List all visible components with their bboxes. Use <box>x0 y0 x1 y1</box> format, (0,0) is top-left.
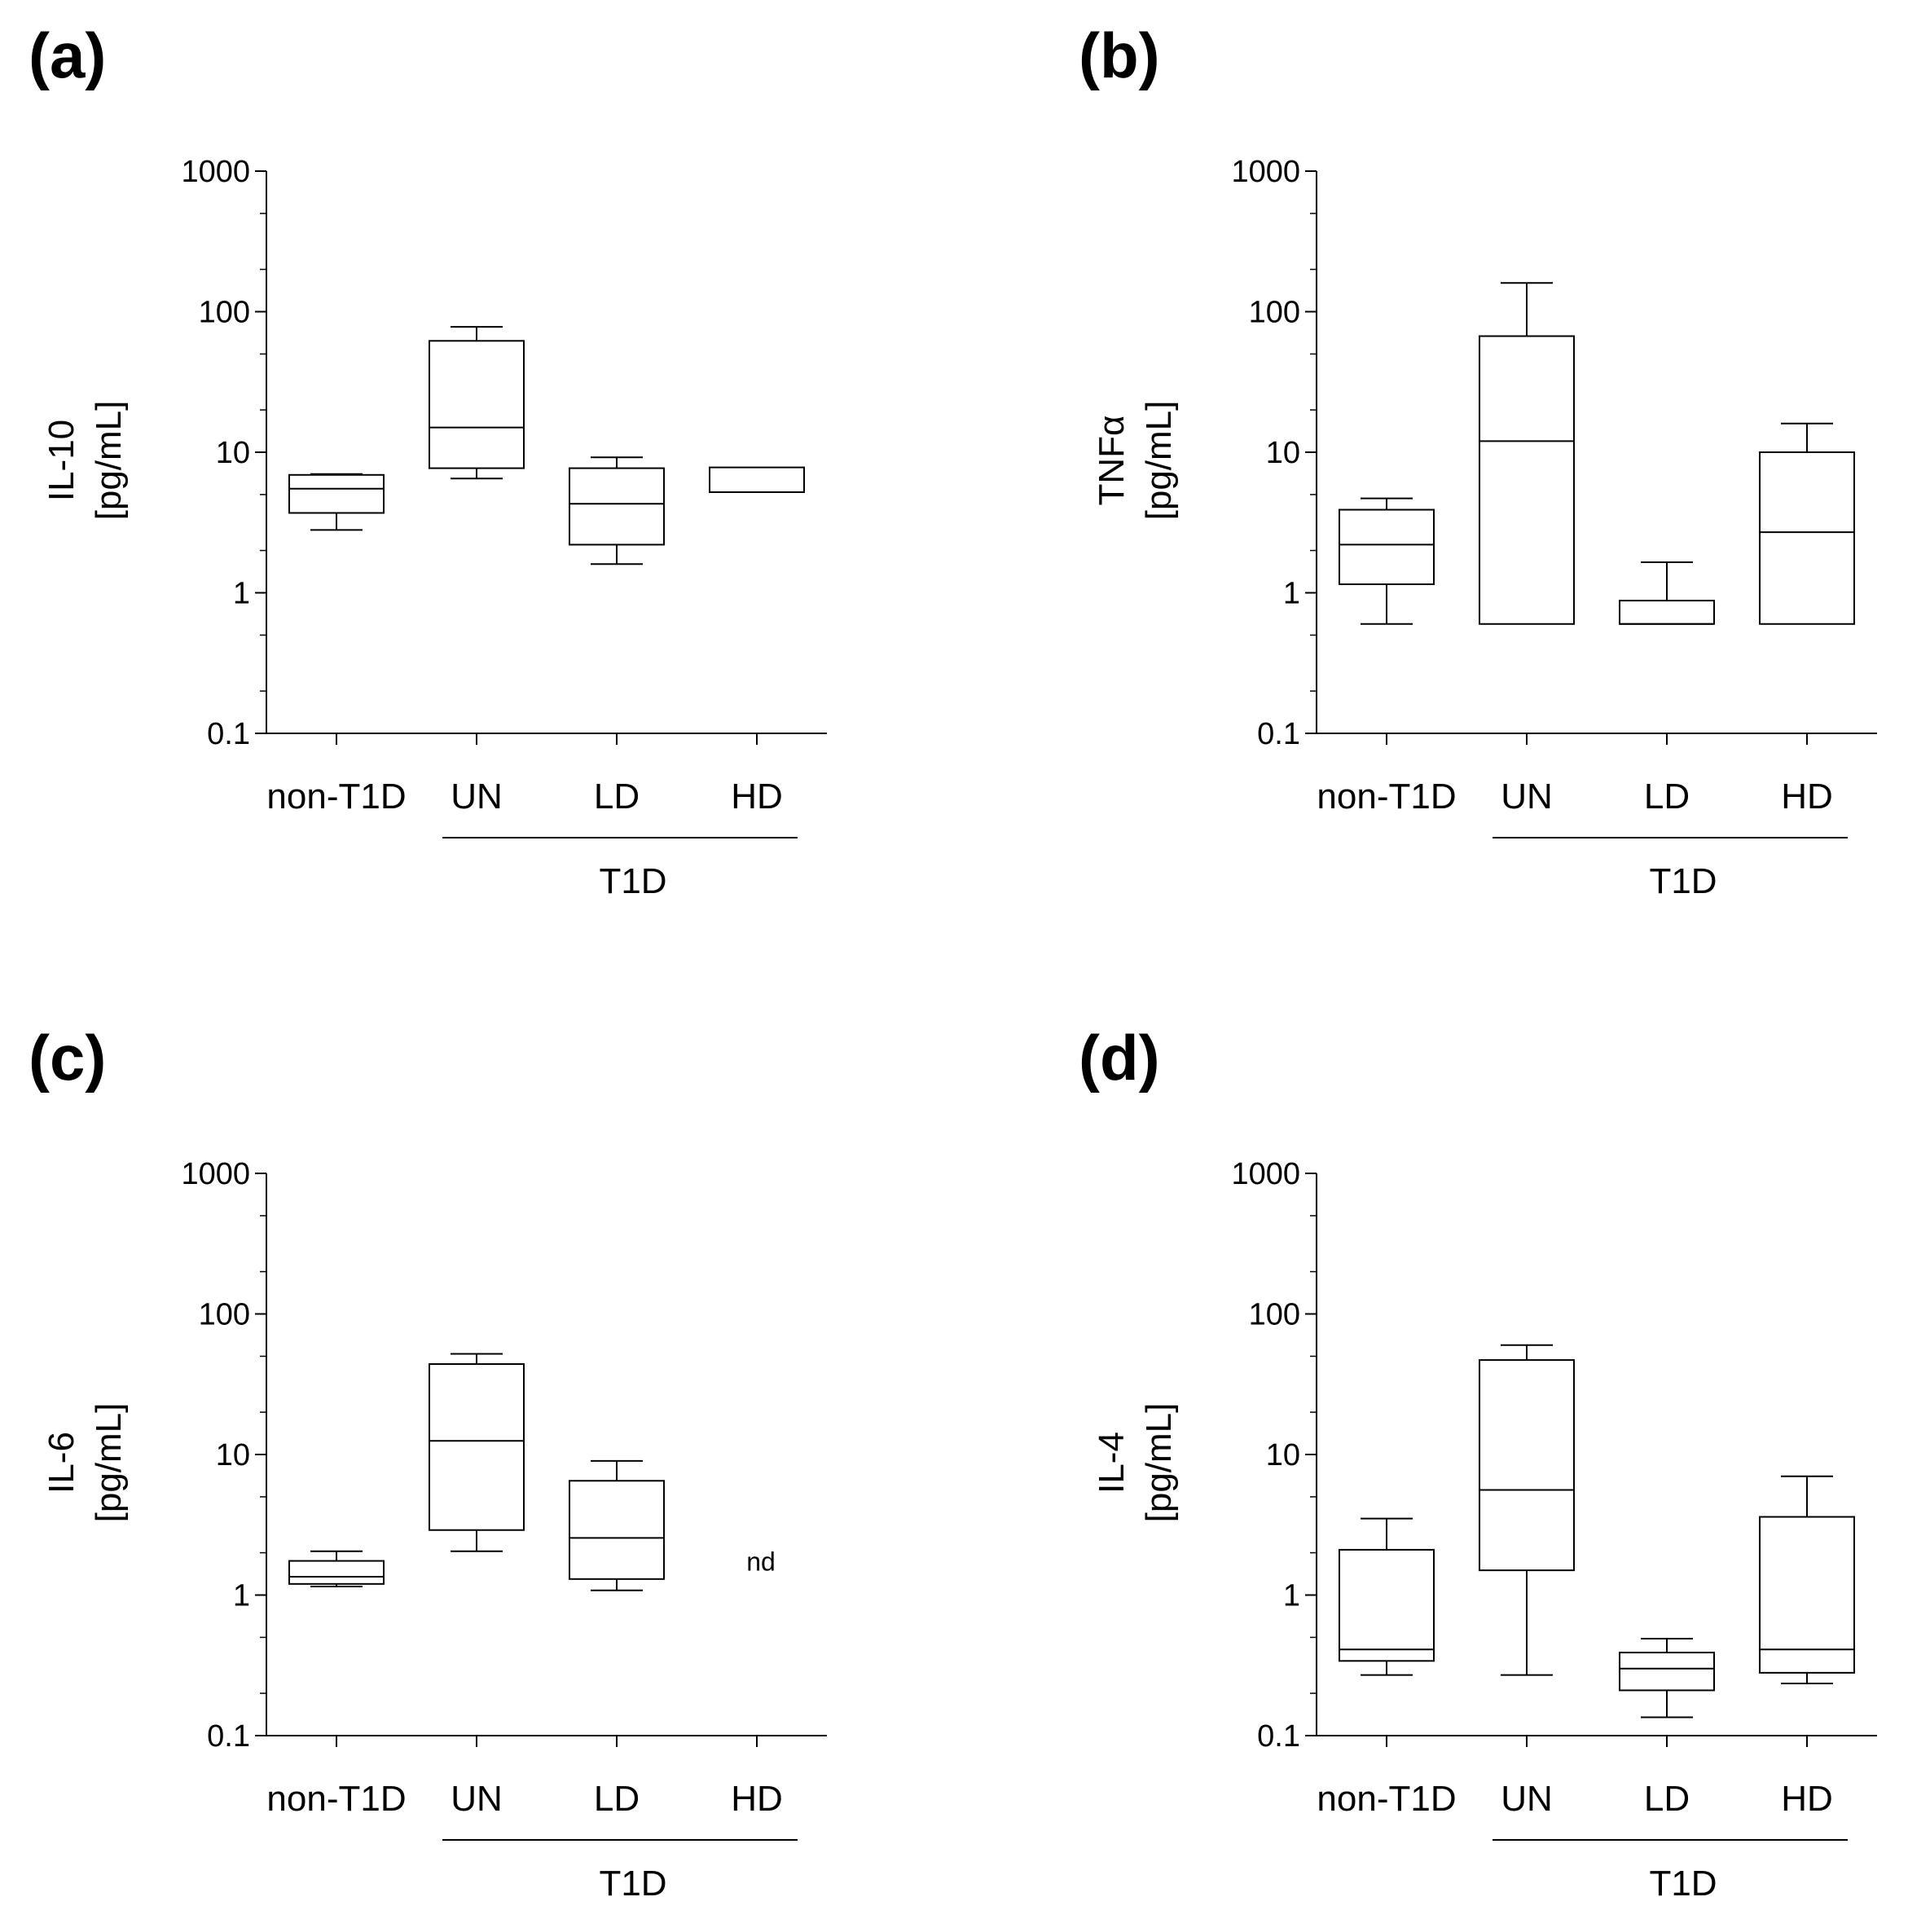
box-iqr <box>1619 600 1715 625</box>
y-tick-label: 0.1 <box>207 717 250 751</box>
box-plot <box>288 473 385 531</box>
x-category-label: HD <box>1781 1779 1833 1819</box>
group-label: T1D <box>599 1864 666 1903</box>
y-axis-title-line2: [pg/mL] <box>89 401 129 521</box>
y-tick-label: 1000 <box>1231 155 1300 189</box>
y-axis-title-line1: IL-6 <box>42 1432 81 1494</box>
box-plot <box>288 1550 385 1588</box>
box-plot <box>569 1459 665 1591</box>
x-category-label: LD <box>594 1779 640 1819</box>
group-label: T1D <box>599 861 666 901</box>
not-detected-label: nd <box>746 1547 776 1577</box>
box-plot <box>1759 1475 1855 1684</box>
panel-label: (d) <box>1079 1022 1160 1094</box>
box-iqr <box>1759 1516 1855 1674</box>
y-tick-label: 10 <box>1266 436 1300 470</box>
box-iqr <box>1759 451 1855 625</box>
box-plot <box>1479 1344 1575 1676</box>
box-iqr <box>429 1363 525 1531</box>
panel-label: (a) <box>29 20 106 91</box>
x-category-label: LD <box>1644 1779 1690 1819</box>
y-tick-label: 0.1 <box>1257 717 1300 751</box>
panel-1: (b) 0.1 1 10 100 1000 TNFα [pg/mL] non-T1D UN LD HD… <box>1079 20 1877 901</box>
y-tick-label: 1000 <box>181 1157 250 1191</box>
y-tick-label: 100 <box>1249 296 1300 330</box>
panel-label: (c) <box>29 1022 106 1094</box>
x-category-label: LD <box>594 777 640 816</box>
box-plot <box>1619 1637 1715 1719</box>
box-plot <box>1619 561 1715 625</box>
box-plot <box>1759 422 1855 625</box>
panel-2: (c) 0.1 1 10 100 1000 IL-6 [pg/mL] non-T1D UN LD HD… <box>29 1022 827 1903</box>
box-iqr <box>288 1560 385 1585</box>
x-category-label: UN <box>451 777 503 816</box>
panel-0: (a) 0.1 1 10 100 1000 IL-10 [pg/mL] non-T1D UN LD H… <box>29 20 827 901</box>
box-iqr <box>1479 335 1575 625</box>
x-category-label: LD <box>1644 777 1690 816</box>
panel-3: (d) 0.1 1 10 100 1000 IL-4 [pg/mL] non-T1D UN LD HD… <box>1079 1022 1877 1903</box>
group-label: T1D <box>1649 861 1717 901</box>
y-axis-title-line2: [pg/mL] <box>1139 401 1179 521</box>
y-tick-label: 0.1 <box>1257 1719 1300 1754</box>
x-category-label: UN <box>451 1779 503 1819</box>
y-axis-title-line1: TNFα <box>1092 416 1132 506</box>
y-tick-label: 1000 <box>1231 1157 1300 1191</box>
box-plot <box>709 466 805 493</box>
y-tick-label: 0.1 <box>207 1719 250 1754</box>
y-axis-title-line1: IL-4 <box>1092 1432 1132 1494</box>
y-axis-title: IL-4 [pg/mL] <box>1092 1403 1179 1523</box>
y-axis-title: IL-6 [pg/mL] <box>42 1403 129 1523</box>
y-tick-label: 10 <box>216 436 250 470</box>
x-category-label: non-T1D <box>266 1779 406 1819</box>
box-iqr <box>569 467 665 546</box>
y-axis-title-line1: IL-10 <box>42 420 81 501</box>
box-iqr <box>1339 1548 1435 1662</box>
y-tick-label: 1 <box>1283 1579 1300 1613</box>
y-axis-title-line2: [pg/mL] <box>89 1403 129 1523</box>
box-plot <box>569 456 665 566</box>
x-category-label: UN <box>1501 1779 1553 1819</box>
box-plot <box>1339 1517 1435 1676</box>
y-axis-title: IL-10 [pg/mL] <box>42 401 129 521</box>
group-label: T1D <box>1649 1864 1717 1903</box>
box-iqr <box>709 466 805 493</box>
box-plot <box>1479 282 1575 625</box>
y-tick-label: 10 <box>216 1438 250 1472</box>
box-iqr <box>1339 508 1435 586</box>
x-category-label: non-T1D <box>266 777 406 816</box>
box-plot <box>429 1353 525 1552</box>
box-plot <box>429 326 525 480</box>
y-tick-label: 100 <box>199 296 250 330</box>
box-iqr <box>1479 1359 1575 1572</box>
y-tick-label: 1 <box>1283 577 1300 611</box>
box-iqr <box>1619 1652 1715 1692</box>
x-category-label: HD <box>1781 777 1833 816</box>
box-iqr <box>429 340 525 469</box>
y-tick-label: 100 <box>1249 1298 1300 1332</box>
y-axis-title-line2: [pg/mL] <box>1139 1403 1179 1523</box>
x-category-label: HD <box>731 1779 783 1819</box>
x-category-label: non-T1D <box>1317 777 1456 816</box>
x-category-label: HD <box>731 777 783 816</box>
box-iqr <box>569 1480 665 1580</box>
x-category-label: UN <box>1501 777 1553 816</box>
y-tick-label: 1000 <box>181 155 250 189</box>
box-iqr <box>288 473 385 514</box>
y-tick-label: 10 <box>1266 1438 1300 1472</box>
x-category-label: non-T1D <box>1317 1779 1456 1819</box>
panel-label: (b) <box>1079 20 1160 91</box>
y-tick-label: 100 <box>199 1298 250 1332</box>
y-axis-title: TNFα [pg/mL] <box>1092 401 1179 521</box>
y-tick-label: 1 <box>233 1579 250 1613</box>
y-tick-label: 1 <box>233 577 250 611</box>
box-plot <box>1339 497 1435 625</box>
